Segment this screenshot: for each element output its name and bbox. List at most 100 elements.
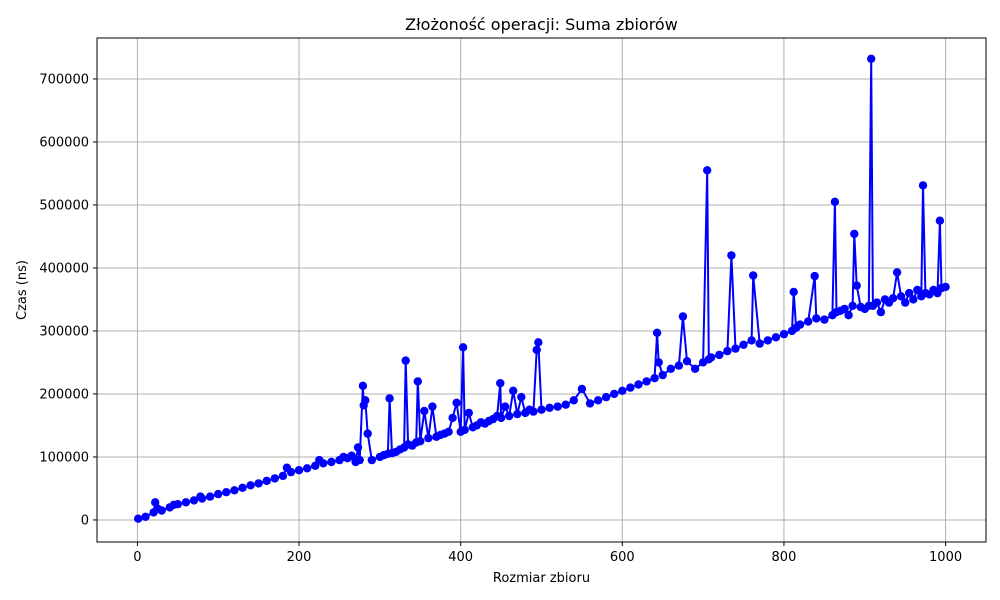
- data-point: [771, 333, 781, 342]
- data-point: [892, 268, 902, 277]
- data-point: [654, 358, 663, 367]
- data-point: [532, 345, 541, 355]
- data-point: [602, 392, 611, 402]
- data-point: [319, 459, 328, 468]
- data-point: [913, 285, 922, 295]
- y-tick-label: 500000: [39, 198, 89, 213]
- data-point: [205, 492, 215, 501]
- data-point: [763, 336, 772, 345]
- data-point: [496, 413, 506, 423]
- data-point: [844, 311, 853, 320]
- data-point: [458, 343, 468, 352]
- data-point: [197, 494, 207, 503]
- data-point: [682, 357, 692, 366]
- chart-title: Złożoność operacji: Suma zbiorów: [405, 15, 678, 34]
- data-point: [795, 320, 805, 329]
- data-point: [850, 229, 859, 239]
- data-point: [358, 381, 368, 390]
- data-point: [820, 315, 829, 324]
- data-point: [134, 514, 143, 523]
- data-point: [222, 488, 231, 497]
- data-point: [278, 471, 288, 481]
- data-point: [731, 344, 740, 353]
- data-point: [707, 353, 716, 362]
- data-point: [262, 476, 271, 486]
- data-point: [658, 370, 667, 380]
- data-point: [151, 498, 160, 507]
- y-tick-label: 0: [81, 513, 89, 528]
- data-point: [593, 396, 603, 405]
- data-point: [529, 407, 538, 416]
- data-point: [157, 506, 166, 515]
- data-point: [674, 361, 684, 370]
- data-point: [230, 486, 239, 495]
- data-point: [537, 405, 546, 414]
- y-tick-label: 400000: [39, 261, 89, 276]
- data-point: [505, 411, 514, 421]
- data-point: [420, 406, 429, 416]
- data-point: [294, 466, 304, 475]
- data-point: [286, 467, 296, 477]
- data-point: [509, 386, 518, 395]
- data-point: [577, 384, 587, 394]
- data-point: [517, 392, 526, 402]
- data-point: [652, 328, 662, 337]
- data-point: [896, 292, 906, 301]
- data-point: [804, 317, 813, 326]
- data-point: [500, 402, 510, 411]
- data-point: [355, 455, 364, 465]
- data-point: [569, 396, 578, 405]
- y-tick-label: 600000: [39, 135, 89, 150]
- data-point: [464, 408, 473, 418]
- data-point: [353, 443, 363, 452]
- data-point: [703, 166, 712, 175]
- data-point: [755, 339, 764, 348]
- data-point: [830, 197, 840, 206]
- data-point: [852, 281, 861, 290]
- data-point: [848, 301, 857, 310]
- data-point: [496, 379, 505, 388]
- data-point: [238, 483, 247, 492]
- x-tick-label: 0: [133, 550, 141, 565]
- data-point: [513, 409, 522, 419]
- data-point: [626, 383, 635, 392]
- data-point: [918, 181, 928, 190]
- data-point: [585, 399, 595, 408]
- data-point: [867, 54, 876, 63]
- data-point: [642, 377, 651, 386]
- data-point: [840, 304, 849, 314]
- data-point: [189, 496, 199, 505]
- data-point: [935, 216, 945, 225]
- data-point: [553, 402, 562, 411]
- data-point: [385, 394, 394, 403]
- y-tick-label: 700000: [39, 72, 89, 87]
- data-point: [739, 340, 748, 349]
- data-point: [361, 396, 370, 405]
- axis-ticks: 0 200 400 600 800 1000 0 100000 200000 300000 4000…: [39, 72, 962, 565]
- data-point: [618, 386, 627, 395]
- data-point: [416, 437, 425, 446]
- data-point: [888, 294, 898, 303]
- data-point: [901, 298, 910, 307]
- data-point: [545, 403, 554, 412]
- data-point: [650, 374, 659, 383]
- y-tick-label: 200000: [39, 387, 89, 402]
- plot-area: [96, 37, 987, 543]
- data-point: [327, 457, 336, 467]
- data-point: [678, 312, 688, 321]
- data-point: [666, 364, 675, 373]
- data-point: [872, 298, 882, 307]
- x-tick-label: 800: [772, 550, 797, 565]
- data-point: [812, 314, 821, 323]
- data-point: [610, 389, 619, 399]
- data-point: [941, 282, 950, 292]
- data-point: [905, 288, 914, 298]
- data-point: [214, 489, 223, 499]
- data-point: [246, 481, 255, 490]
- data-point: [363, 429, 372, 438]
- data-point: [749, 271, 758, 280]
- data-point: [424, 433, 433, 443]
- data-point: [690, 364, 700, 373]
- data-point: [789, 287, 798, 297]
